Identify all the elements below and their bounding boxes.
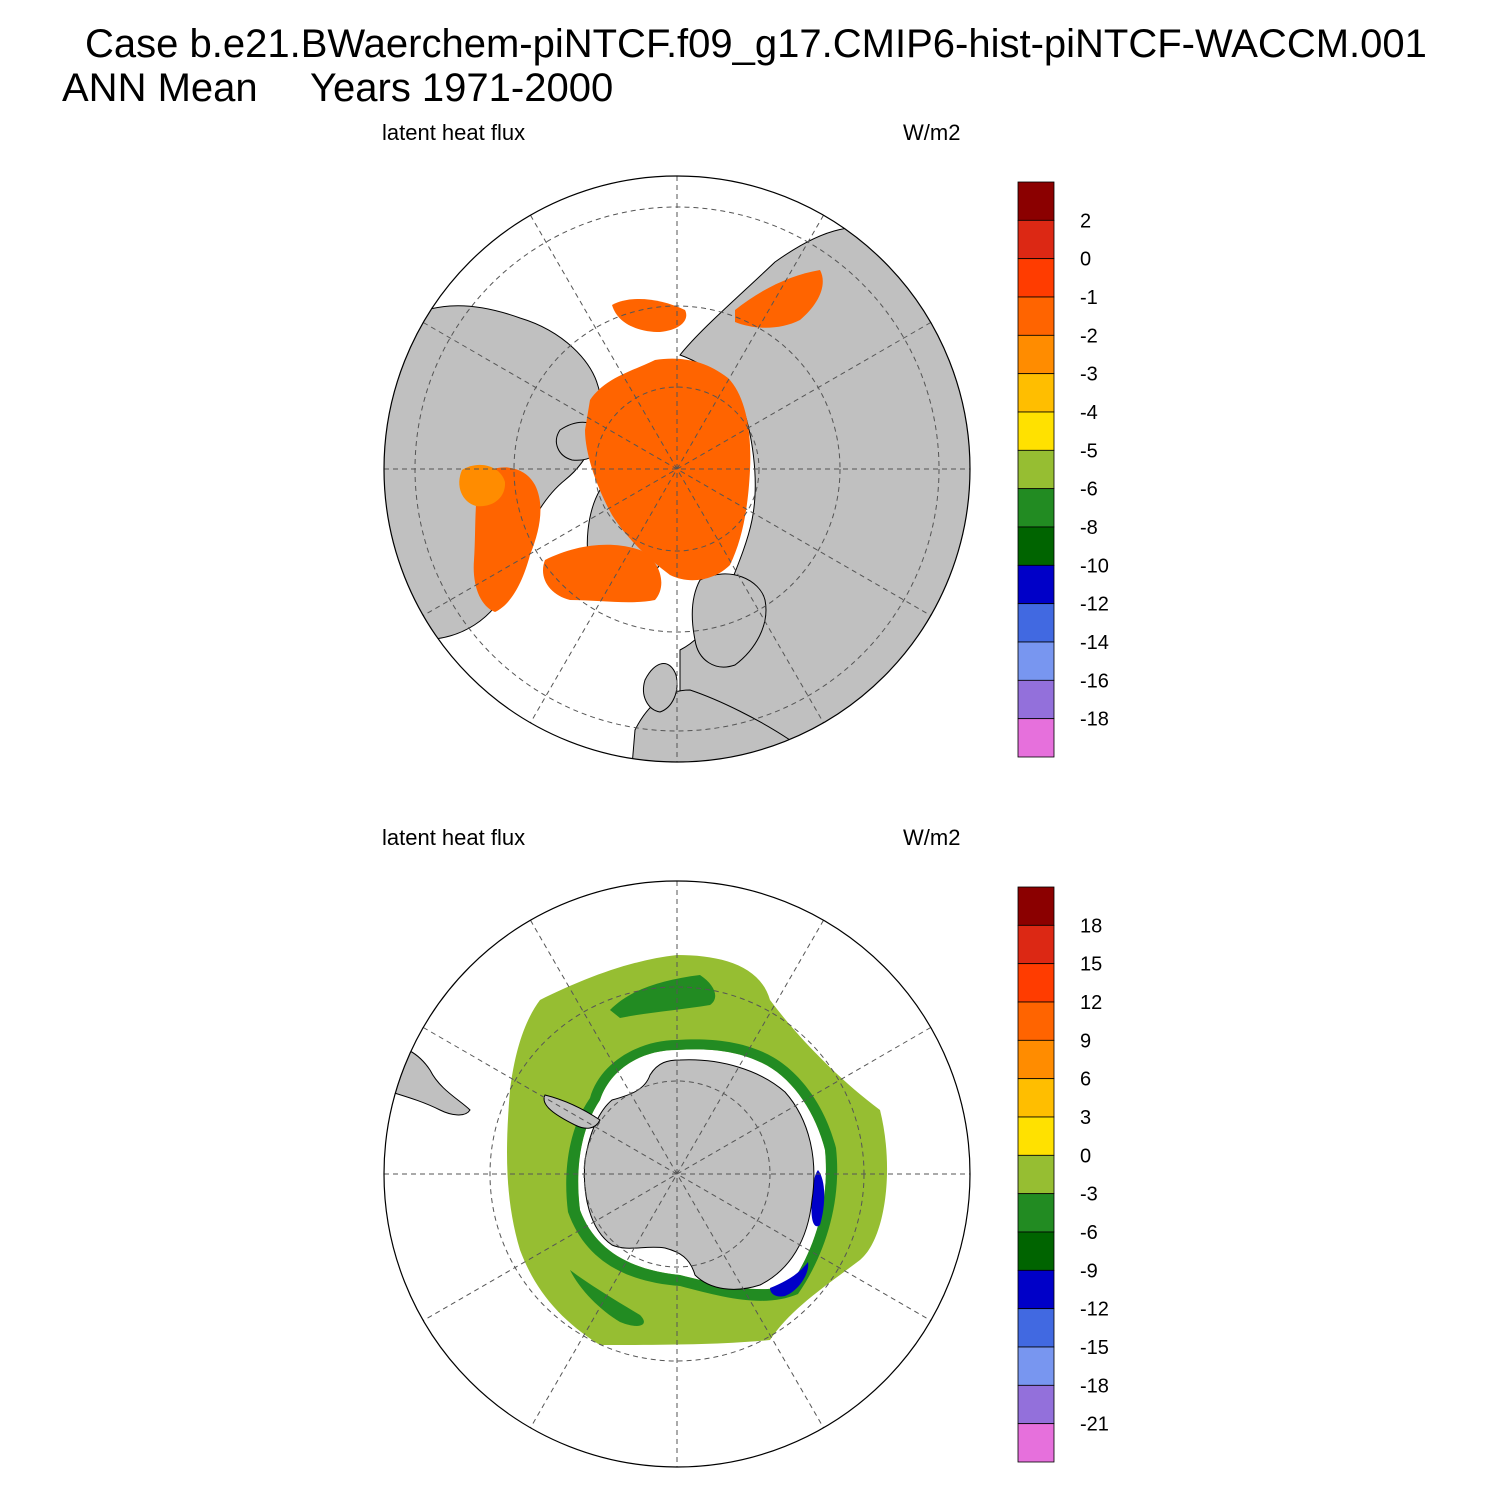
south-graticule — [384, 881, 970, 1467]
colorbar-label: 2 — [1080, 210, 1091, 232]
north-land-scandinavia — [691, 573, 767, 668]
north-units-label: W/m2 — [903, 120, 961, 145]
colorbar-label: -12 — [1080, 1299, 1109, 1321]
north-land-british-isles — [643, 663, 678, 713]
north-colorbar: 2 0 -1 -2 -3 -4 -5 -6 -8 -10 -12 -14 -16 -18 — [1017, 181, 1109, 758]
colorbar-swatch — [1017, 334, 1055, 375]
colorbar-label: -21 — [1080, 1414, 1109, 1436]
colorbar-swatch — [1017, 1269, 1055, 1310]
colorbar-swatch — [1017, 641, 1055, 681]
colorbar-label: -6 — [1080, 479, 1098, 501]
colorbar-swatch — [1017, 1308, 1055, 1348]
colorbar-swatch — [1017, 886, 1055, 926]
north-field-hudson — [459, 464, 506, 507]
north-polar-map — [383, 175, 971, 763]
south-polar-map — [383, 880, 971, 1468]
colorbar-label: -4 — [1080, 402, 1098, 424]
colorbar-label: 9 — [1080, 1030, 1091, 1052]
colorbar-label: 6 — [1080, 1069, 1091, 1091]
colorbar-swatch — [1017, 449, 1055, 490]
colorbar-swatch — [1017, 1116, 1055, 1156]
colorbar-swatch — [1017, 1039, 1055, 1080]
colorbar-label: -2 — [1080, 325, 1098, 347]
colorbar-label: 3 — [1080, 1107, 1091, 1129]
colorbar-swatch — [1017, 1384, 1055, 1425]
colorbar-label: -3 — [1080, 1184, 1098, 1206]
mean-label: ANN Mean — [62, 66, 258, 110]
colorbar-label: 15 — [1080, 954, 1102, 976]
south-land-antarctic-peninsula — [543, 1094, 601, 1129]
colorbar-swatch — [1017, 924, 1055, 965]
colorbar-label: -18 — [1080, 1375, 1109, 1397]
colorbar-swatch — [1017, 1423, 1055, 1463]
colorbar-label: -8 — [1080, 517, 1098, 539]
colorbar-swatch — [1017, 1193, 1055, 1233]
years-label: Years 1971-2000 — [310, 66, 614, 110]
colorbar-label: -12 — [1080, 594, 1109, 616]
colorbar-swatch — [1017, 181, 1055, 221]
colorbar-swatch — [1017, 296, 1055, 336]
colorbar-swatch — [1017, 526, 1055, 566]
south-field-blue-patch-east — [811, 1170, 825, 1227]
colorbar-label: -6 — [1080, 1222, 1098, 1244]
colorbar-label: -18 — [1080, 709, 1109, 731]
south-field-blue-patch-southeast — [770, 1262, 809, 1297]
south-field-band-pacific — [570, 1270, 644, 1326]
colorbar-label: -1 — [1080, 287, 1098, 309]
colorbar-label: 12 — [1080, 992, 1102, 1014]
case-title: Case b.e21.BWaerchem-piNTCF.f09_g17.CMIP… — [85, 22, 1427, 66]
colorbar-swatch — [1017, 564, 1055, 605]
north-variable-label: latent heat flux — [382, 120, 526, 145]
colorbar-label: -5 — [1080, 440, 1098, 462]
colorbar-label: -10 — [1080, 555, 1109, 577]
south-units-label: W/m2 — [903, 825, 961, 850]
colorbar-swatch — [1017, 1078, 1055, 1118]
colorbar-label: -16 — [1080, 670, 1109, 692]
south-colorbar: 18 15 12 9 6 3 0 -3 -6 -9 -12 -15 -18 -21 — [1017, 886, 1109, 1463]
north-field-okhotsk — [735, 270, 823, 328]
colorbar-label: -9 — [1080, 1260, 1098, 1282]
colorbar-swatch — [1017, 258, 1055, 298]
colorbar-swatch — [1017, 1346, 1055, 1386]
south-land-south-america — [384, 1046, 471, 1116]
north-map-border — [383, 175, 971, 763]
colorbar-swatch — [1017, 1231, 1055, 1271]
colorbar-swatch — [1017, 963, 1055, 1003]
colorbar-swatch — [1017, 1154, 1055, 1195]
colorbar-label: -15 — [1080, 1337, 1109, 1359]
colorbar-swatch — [1017, 411, 1055, 451]
colorbar-label: -14 — [1080, 632, 1109, 654]
south-variable-label: latent heat flux — [382, 825, 526, 850]
colorbar-label: 0 — [1080, 1145, 1091, 1167]
north-field-gin-seas — [542, 544, 662, 603]
colorbar-swatch — [1017, 488, 1055, 528]
colorbar-label: 0 — [1080, 249, 1091, 271]
south-map-border — [383, 880, 971, 1468]
colorbar-label: 18 — [1080, 915, 1102, 937]
colorbar-swatch — [1017, 219, 1055, 260]
south-field-band-atlantic — [610, 975, 716, 1018]
colorbar-swatch — [1017, 679, 1055, 720]
colorbar-swatch — [1017, 718, 1055, 758]
colorbar-swatch — [1017, 603, 1055, 643]
north-graticule — [384, 176, 970, 762]
north-field-chukchi — [612, 298, 687, 332]
colorbar-label: -3 — [1080, 364, 1098, 386]
south-land-antarctica — [583, 1059, 815, 1290]
colorbar-swatch — [1017, 1001, 1055, 1041]
colorbar-swatch — [1017, 373, 1055, 413]
